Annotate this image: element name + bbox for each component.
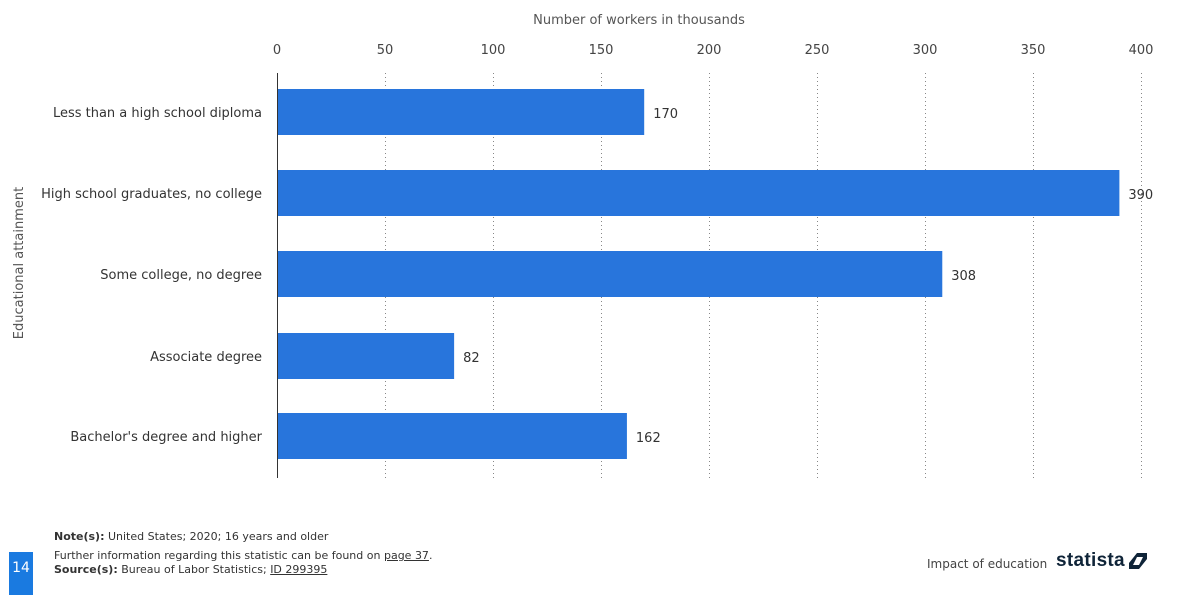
bar — [277, 170, 1120, 216]
logo-text: statista — [1056, 550, 1125, 571]
topic-label: Impact of education — [927, 557, 1048, 571]
category-label: Associate degree — [150, 350, 262, 365]
category-label: Some college, no degree — [100, 268, 262, 283]
source: Source(s): Bureau of Labor Statistics; I… — [54, 563, 327, 576]
bar — [277, 251, 943, 297]
further-text: Further information regarding this stati… — [54, 549, 384, 562]
further-end: . — [428, 549, 433, 562]
x-tick-label: 200 — [697, 43, 722, 58]
category-label: Bachelor's degree and higher — [70, 430, 262, 445]
statista-logo-icon — [1128, 553, 1147, 569]
note-text: United States; 2020; 16 years and older — [104, 530, 329, 543]
y-axis-title: Educational attainment — [12, 187, 27, 339]
note: Note(s): United States; 2020; 16 years a… — [54, 530, 328, 543]
x-axis-title: Number of workers in thousands — [533, 13, 745, 28]
category-label: Less than a high school diploma — [53, 106, 262, 121]
bar-chart: Number of workers in thousands Education… — [12, 13, 1154, 478]
note-label: Note(s): — [54, 530, 105, 543]
x-tick-label: 350 — [1021, 43, 1046, 58]
further-info: Further information regarding this stati… — [54, 549, 432, 562]
x-tick-label: 0 — [273, 43, 281, 58]
value-label: 390 — [1128, 188, 1153, 203]
page-number: 14 — [9, 552, 33, 595]
category-label: High school graduates, no college — [41, 187, 262, 202]
value-label: 162 — [636, 431, 661, 446]
statista-logo: statista — [1056, 550, 1147, 572]
x-tick-label: 250 — [805, 43, 830, 58]
value-label: 170 — [653, 107, 678, 122]
value-label: 308 — [951, 269, 976, 284]
source-label: Source(s): — [54, 563, 118, 576]
page-link[interactable]: page 37 — [383, 549, 429, 562]
x-tick-label: 300 — [913, 43, 938, 58]
x-tick-label: 400 — [1129, 43, 1154, 58]
value-label: 82 — [463, 351, 480, 366]
bar — [277, 413, 627, 459]
x-tick-label: 50 — [377, 43, 394, 58]
x-tick-label: 100 — [481, 43, 506, 58]
bar — [277, 333, 455, 379]
source-text: Bureau of Labor Statistics; — [117, 563, 271, 576]
x-tick-label: 150 — [589, 43, 614, 58]
source-id-link[interactable]: ID 299395 — [270, 563, 328, 576]
bar — [277, 89, 645, 135]
